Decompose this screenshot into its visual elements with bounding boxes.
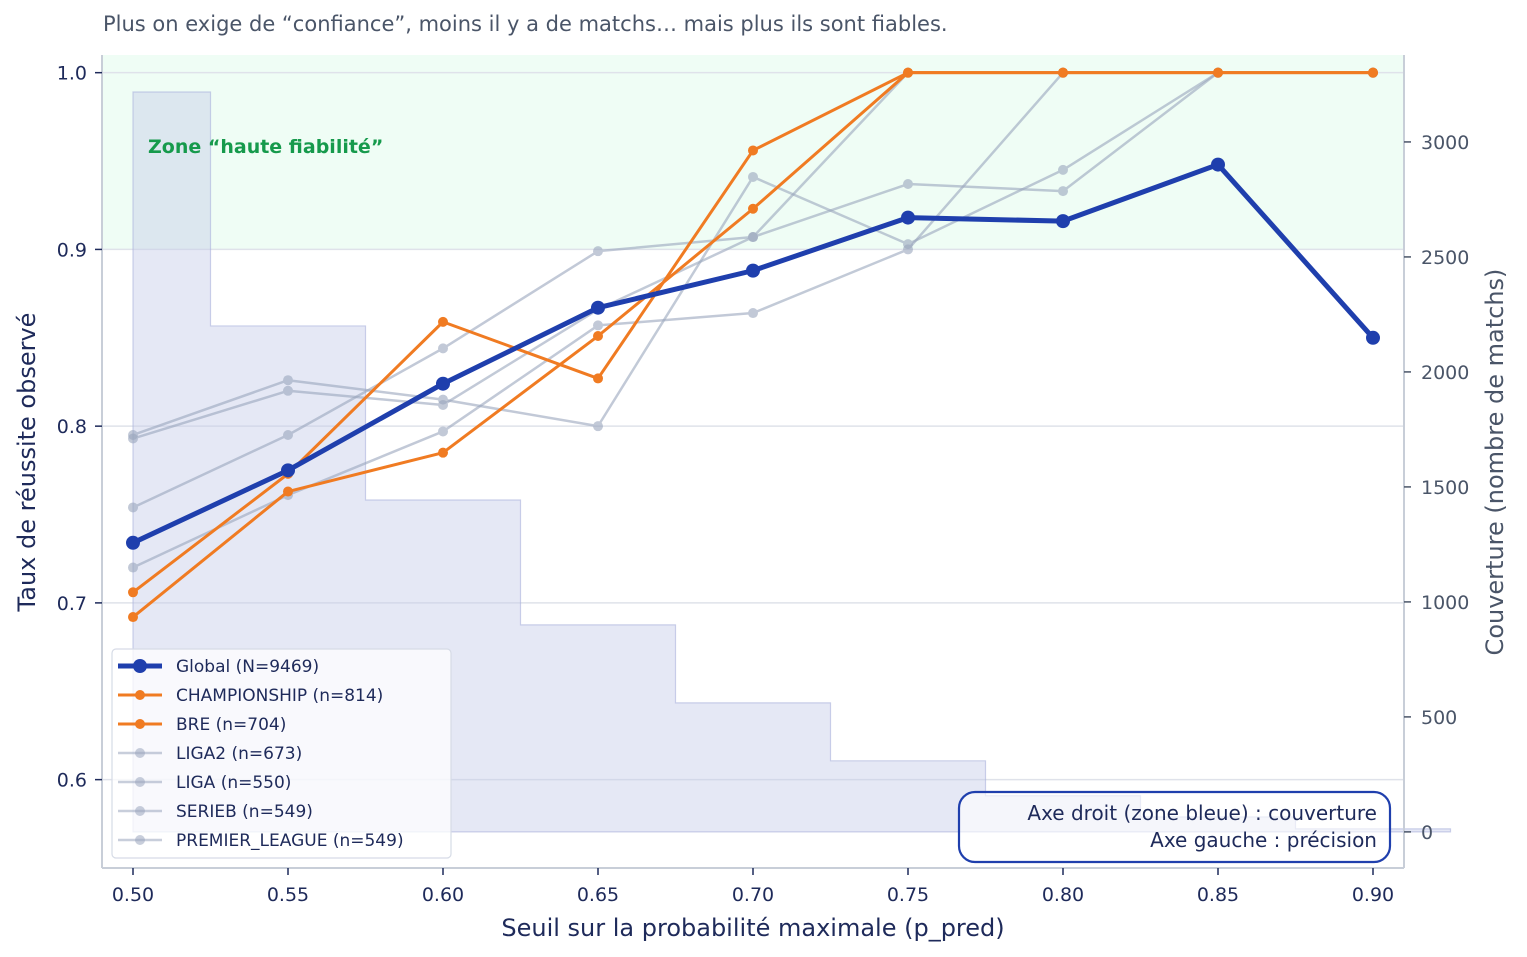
legend-item: SERIEB (n=549) bbox=[118, 802, 313, 822]
data-point bbox=[436, 376, 450, 391]
legend-box bbox=[111, 648, 452, 859]
y-right-tick-label: 1000 bbox=[1421, 592, 1469, 614]
data-point bbox=[128, 429, 138, 440]
y-right-tick-label: 0 bbox=[1421, 822, 1433, 844]
data-point bbox=[593, 421, 603, 432]
data-point bbox=[283, 375, 293, 386]
x-tick-label: 0.85 bbox=[1197, 884, 1239, 906]
zone-label: Zone “haute fiabilité” bbox=[148, 136, 383, 158]
axes: 0.6 0.7 0.8 0.9 1.0 0 500 1000 1500 2000 2500 3000 0… bbox=[13, 55, 1509, 942]
y-right-tick-label: 2000 bbox=[1421, 362, 1469, 384]
x-tick-label: 0.65 bbox=[577, 884, 619, 906]
data-point bbox=[128, 587, 138, 598]
y-tick-label: 0.9 bbox=[57, 239, 87, 261]
data-point bbox=[748, 308, 758, 319]
chart-subtitle: Plus on exige de “confiance”, moins il y… bbox=[103, 12, 948, 36]
x-tick-label: 0.50 bbox=[112, 884, 154, 906]
y-tick-label: 0.6 bbox=[57, 770, 87, 792]
data-point bbox=[1058, 186, 1068, 197]
y-right-tick-label: 3000 bbox=[1421, 132, 1469, 154]
data-point bbox=[748, 203, 758, 214]
data-point bbox=[901, 210, 915, 225]
series-1 bbox=[128, 67, 1378, 598]
data-point bbox=[748, 171, 758, 182]
legend-item: LIGA (n=550) bbox=[118, 773, 291, 793]
data-point bbox=[126, 535, 140, 550]
data-point bbox=[748, 232, 758, 243]
data-point bbox=[746, 263, 760, 278]
data-point bbox=[1366, 330, 1380, 345]
y-right-tick-label: 2500 bbox=[1421, 247, 1469, 269]
x-tick-label: 0.90 bbox=[1352, 884, 1394, 906]
legend-item: BRE (n=704) bbox=[118, 715, 286, 735]
y-tick-label: 0.8 bbox=[57, 416, 87, 438]
data-point bbox=[128, 502, 138, 513]
data-point bbox=[1058, 67, 1068, 78]
data-point bbox=[1056, 214, 1070, 229]
x-tick-label: 0.55 bbox=[267, 884, 309, 906]
data-point bbox=[283, 385, 293, 396]
annotation-frame bbox=[957, 790, 1392, 864]
data-point bbox=[128, 612, 138, 623]
y-axis-label: Taux de réussite observé bbox=[13, 313, 41, 613]
data-point bbox=[281, 463, 295, 478]
data-point bbox=[438, 447, 448, 458]
zone-label-text: Zone “haute fiabilité” bbox=[148, 136, 383, 158]
data-point bbox=[438, 394, 448, 405]
data-point bbox=[1368, 67, 1378, 78]
x-tick-label: 0.80 bbox=[1042, 884, 1084, 906]
x-tick-label: 0.75 bbox=[887, 884, 929, 906]
y-right-axis-label: Couverture (nombre de matchs) bbox=[1481, 269, 1509, 656]
series-0 bbox=[126, 157, 1380, 550]
legend-label: LIGA (n=550) bbox=[176, 773, 291, 793]
data-point bbox=[1058, 164, 1068, 175]
annotation-line-1: Axe droit (zone bleue) : couverture bbox=[1027, 801, 1377, 825]
x-tick-label: 0.70 bbox=[732, 884, 774, 906]
data-point bbox=[591, 300, 605, 315]
data-point bbox=[903, 67, 913, 78]
data-point bbox=[903, 239, 913, 250]
data-point bbox=[748, 145, 758, 156]
data-point bbox=[593, 331, 603, 342]
y-right-tick-label: 1500 bbox=[1421, 477, 1469, 499]
data-point bbox=[128, 562, 138, 573]
x-axis-label: Seuil sur la probabilité maximale (p_pre… bbox=[501, 914, 1004, 942]
y-right-tick-label: 500 bbox=[1421, 707, 1457, 729]
legend-item: LIGA2 (n=673) bbox=[118, 744, 302, 764]
data-point bbox=[283, 486, 293, 497]
legend-item: PREMIER_LEAGUE (n=549) bbox=[118, 831, 404, 851]
y-tick-label: 0.7 bbox=[57, 593, 87, 615]
legend: Global (N=9469) CHAMPIONSHIP (n=814) BRE (… bbox=[111, 648, 452, 859]
data-point bbox=[1211, 157, 1225, 172]
legend-label: LIGA2 (n=673) bbox=[176, 744, 302, 764]
legend-label: BRE (n=704) bbox=[176, 715, 286, 735]
legend-label: PREMIER_LEAGUE (n=549) bbox=[176, 831, 404, 851]
x-tick-label: 0.60 bbox=[422, 884, 464, 906]
legend-label: CHAMPIONSHIP (n=814) bbox=[176, 686, 383, 706]
data-point bbox=[438, 343, 448, 354]
data-point bbox=[438, 426, 448, 437]
legend-item: Global (N=9469) bbox=[118, 657, 319, 677]
data-point bbox=[438, 316, 448, 327]
data-point bbox=[283, 429, 293, 440]
data-point bbox=[593, 320, 603, 331]
data-point bbox=[593, 246, 603, 257]
axis-annotation-box: Axe droit (zone bleue) : couverture Axe g… bbox=[957, 790, 1392, 864]
data-point bbox=[903, 179, 913, 190]
y-tick-label: 1.0 bbox=[57, 63, 87, 85]
legend-label: Global (N=9469) bbox=[176, 657, 319, 677]
series-lines bbox=[126, 67, 1380, 623]
data-point bbox=[1213, 67, 1223, 78]
data-point bbox=[593, 373, 603, 384]
annotation-line-2: Axe gauche : précision bbox=[1150, 828, 1377, 852]
legend-item: CHAMPIONSHIP (n=814) bbox=[118, 686, 383, 706]
legend-label: SERIEB (n=549) bbox=[176, 802, 313, 822]
